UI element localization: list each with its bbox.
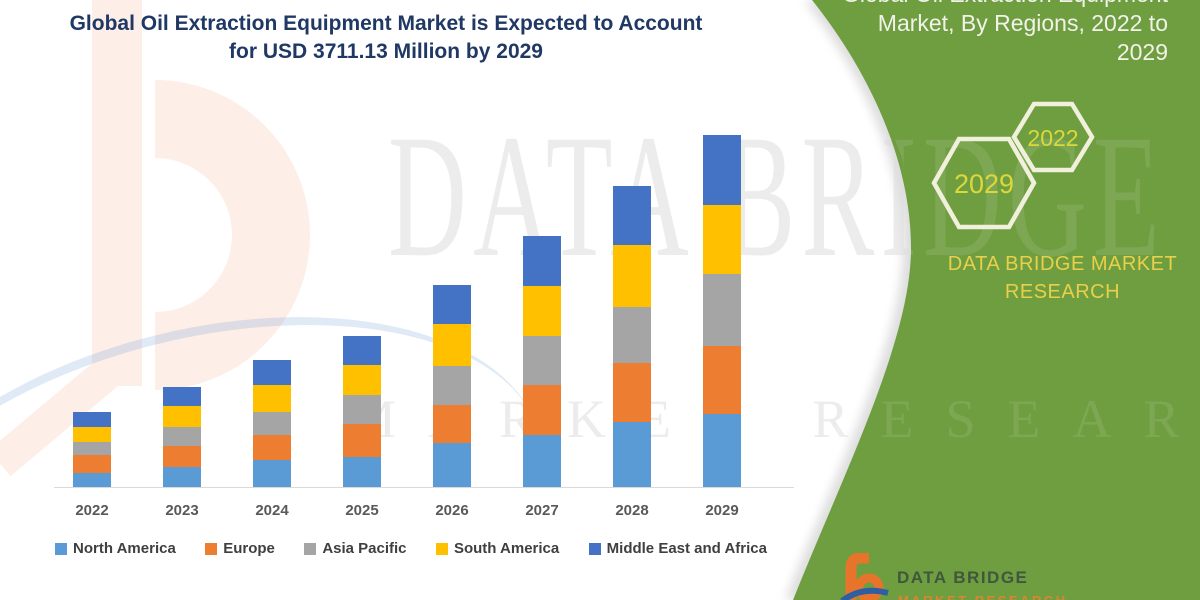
bar-segment-2029-asia-pacific xyxy=(703,273,741,346)
bar-segment-2026-south-america xyxy=(433,323,471,366)
legend-label: Middle East and Africa xyxy=(606,540,767,557)
bar-segment-2022-asia-pacific xyxy=(73,441,111,455)
bar-segment-2023-asia-pacific xyxy=(163,427,201,447)
bar-segment-2022-south-america xyxy=(73,426,111,442)
legend-marker-icon xyxy=(304,543,317,555)
bar-segment-2025-north-america xyxy=(343,457,381,487)
bar-segment-2023-south-america xyxy=(163,406,201,428)
bar-segment-2024-north-america xyxy=(253,459,291,487)
legend-label: North America xyxy=(73,540,176,557)
bar-segment-2028-middle-east-and-africa xyxy=(613,186,651,246)
hexagon-2029 xyxy=(931,136,1037,230)
panel-heading-clipped-line: Global Oil Extraction Equipment xyxy=(748,0,1168,9)
chart-title: Global Oil Extraction Equipment Market i… xyxy=(30,10,742,66)
legend-marker-icon xyxy=(588,543,601,555)
bar-segment-2023-north-america xyxy=(163,466,201,487)
x-axis-label-2029: 2029 xyxy=(705,502,739,519)
legend-item-north-america: North America xyxy=(55,540,176,557)
panel-heading: Global Oil Extraction Equipment Market, … xyxy=(748,0,1168,67)
bar-segment-2026-asia-pacific xyxy=(433,365,471,405)
bar-segment-2026-europe xyxy=(433,404,471,443)
hexagon-2022 xyxy=(1011,101,1095,173)
hexagon-2022-label: 2022 xyxy=(1027,125,1078,151)
legend-item-south-america: South America xyxy=(435,540,560,557)
legend-item-europe: Europe xyxy=(205,540,275,557)
bar-segment-2028-south-america xyxy=(613,245,651,308)
panel-heading-line1: Market, By Regions, 2022 to xyxy=(877,10,1168,36)
footer-logo-text: DATA BRIDGE xyxy=(897,568,1029,587)
x-axis-label-2022: 2022 xyxy=(75,502,109,519)
bar-segment-2029-north-america xyxy=(703,413,741,487)
databridge-logo-icon xyxy=(840,553,889,600)
bar-segment-2022-middle-east-and-africa xyxy=(73,411,111,427)
x-axis-label-2025: 2025 xyxy=(345,502,379,519)
legend-item-asia-pacific: Asia Pacific xyxy=(304,540,407,557)
bar-segment-2023-europe xyxy=(163,446,201,467)
panel-heading-line2: 2029 xyxy=(1116,39,1168,65)
brand-text: DATA BRIDGE MARKET RESEARCH xyxy=(940,250,1185,306)
footer-logo-subtext: MARKET RESEARCH xyxy=(898,593,1068,600)
bar-segment-2022-north-america xyxy=(73,472,111,487)
legend-item-middle-east-and-africa: Middle East and Africa xyxy=(588,540,767,557)
legend: North America Europe Asia Pacific South Ame… xyxy=(55,540,767,557)
brand-line2: RESEARCH xyxy=(1004,281,1121,303)
bar-segment-2028-asia-pacific xyxy=(613,307,651,364)
legend-marker-icon xyxy=(205,543,218,555)
x-axis-label-2026: 2026 xyxy=(435,502,469,519)
panel-shape xyxy=(793,0,1200,600)
legend-marker-icon xyxy=(55,543,67,555)
bar-segment-2022-europe xyxy=(73,454,111,473)
hexagon-2029-label: 2029 xyxy=(954,169,1014,199)
hexagon-badges: 2029 2022 xyxy=(931,101,1095,230)
bar-segment-2027-north-america xyxy=(523,435,561,487)
x-axis-label-2024: 2024 xyxy=(255,502,289,519)
bar-segment-2028-north-america xyxy=(613,422,651,487)
bar-segment-2027-south-america xyxy=(523,286,561,336)
x-axis-line xyxy=(54,487,794,488)
bar-segment-2027-asia-pacific xyxy=(523,335,561,386)
legend-label: Europe xyxy=(223,540,275,557)
legend-label: Asia Pacific xyxy=(322,540,407,557)
chart-title-line1: Global Oil Extraction Equipment Market i… xyxy=(69,12,703,35)
bar-segment-2028-europe xyxy=(613,363,651,423)
bar-segment-2026-middle-east-and-africa xyxy=(433,284,471,324)
bar-segment-2029-middle-east-and-africa xyxy=(703,135,741,205)
bar-segment-2024-south-america xyxy=(253,384,291,412)
legend-label: South America xyxy=(453,540,560,557)
x-axis-label-2023: 2023 xyxy=(165,502,199,519)
bar-segment-2025-south-america xyxy=(343,365,381,395)
legend-marker-icon xyxy=(435,543,448,555)
bar-segment-2025-middle-east-and-africa xyxy=(343,335,381,365)
bar-segment-2025-asia-pacific xyxy=(343,394,381,424)
bar-segment-2026-north-america xyxy=(433,442,471,487)
bar-segment-2024-europe xyxy=(253,434,291,460)
x-axis-label-2027: 2027 xyxy=(525,502,559,519)
brand-line1: DATA BRIDGE MARKET xyxy=(947,253,1178,275)
bar-segment-2023-middle-east-and-africa xyxy=(163,387,201,407)
pink-b-watermark-stem xyxy=(92,0,142,386)
bar-segment-2027-middle-east-and-africa xyxy=(523,236,561,286)
bar-segment-2024-middle-east-and-africa xyxy=(253,359,291,385)
chart-title-line2: for USD 3711.13 Million by 2029 xyxy=(229,40,543,63)
bar-segment-2025-europe xyxy=(343,424,381,458)
bar-segment-2029-south-america xyxy=(703,205,741,274)
bar-segment-2029-europe xyxy=(703,345,741,414)
bar-segment-2027-europe xyxy=(523,385,561,436)
x-axis-label-2028: 2028 xyxy=(615,502,649,519)
bar-segment-2024-asia-pacific xyxy=(253,411,291,435)
